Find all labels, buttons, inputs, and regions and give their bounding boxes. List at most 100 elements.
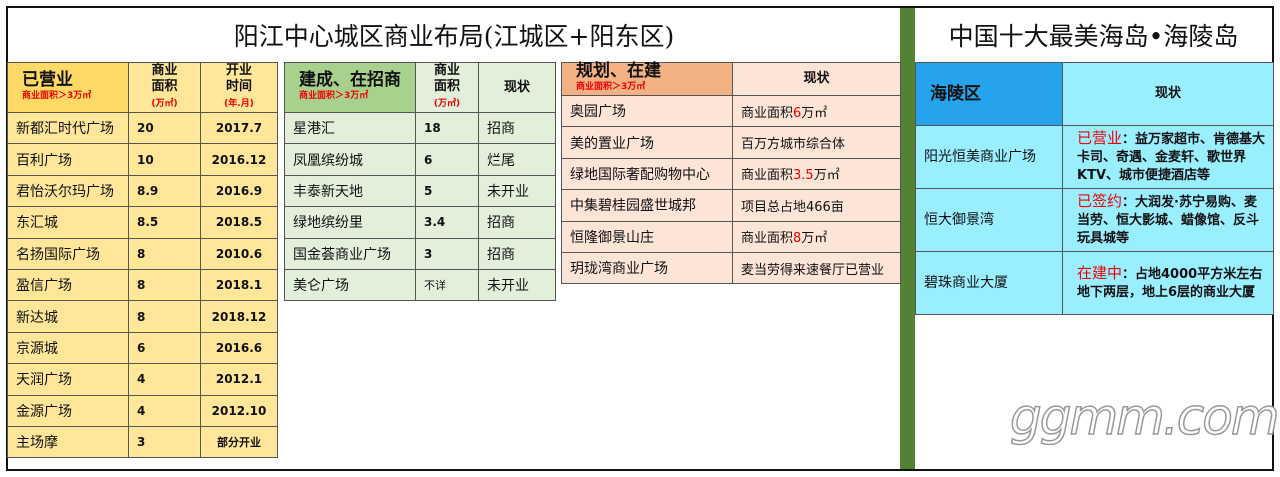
table-cell: 烂尾 [478, 143, 556, 176]
recruiting-table: 建成、在招商 商业面积＞3万㎡ 商业面积 (万㎡) 现状 星港汇 18 招商 凤凰缤纷城 6… [284, 62, 556, 302]
table-row: 国金荟商业广场 3 招商 [284, 237, 556, 270]
table-cell: 京源城 [7, 331, 129, 365]
operating-header: 已营业 商业面积＞3万㎡ [7, 62, 129, 113]
status-label: 在建中 [1077, 264, 1123, 282]
status-text: 商业面积 [741, 168, 794, 184]
table-row: 玥珑湾商业广场 麦当劳得来速餐厅已营业 [561, 251, 901, 285]
table-cell: 招商 [478, 237, 556, 270]
col-area: 商业面积 (万㎡) [128, 62, 201, 113]
table-row: 金源广场 4 2012.10 [7, 394, 278, 427]
hailing-header: 海陵区 [915, 62, 1063, 126]
status-text: ：大润发·苏宁易购、麦当劳、恒大影城、蜡像馆、反斗玩具城等 [1077, 195, 1260, 246]
table-cell: 不详 [415, 268, 479, 302]
divider-bar [900, 8, 915, 469]
table-cell: 阳光恒美商业广场 [915, 125, 1063, 189]
table-cell: 2016.12 [200, 143, 278, 176]
table-cell: 绿地缤纷里 [284, 206, 416, 239]
table-cell: 6 [128, 331, 201, 365]
status-text: ：益万家超市、肯德基大卡司、奇遇、金麦轩、歌世界KTV、城市便捷酒店等 [1077, 132, 1266, 183]
status-text: 百万方城市综合体 [741, 137, 846, 153]
table-row: 新都汇时代广场 20 2017.7 [7, 111, 278, 145]
table-cell: 美的置业广场 [561, 126, 733, 159]
status-cell: 麦当劳得来速餐厅已营业 [732, 251, 901, 285]
col-status: 现状 [732, 62, 901, 96]
table-cell: 中集碧桂园盛世城邦 [561, 189, 733, 222]
status-cell: 商业面积6万㎡ [732, 94, 901, 128]
table-cell: 未开业 [478, 268, 556, 302]
table-cell: 君怡沃尔玛广场 [7, 174, 129, 208]
table-cell: 主场摩 [7, 425, 129, 459]
table-cell: 天润广场 [7, 363, 129, 396]
table-cell: 百利广场 [7, 143, 129, 176]
table-cell: 8 [128, 300, 201, 333]
table-cell: 未开业 [478, 174, 556, 208]
table-cell: 10 [128, 143, 201, 176]
table-cell: 4 [128, 394, 201, 427]
col-area: 商业面积 (万㎡) [415, 62, 479, 113]
table-row: 主场摩 3 部分开业 [7, 425, 278, 459]
table-row: 君怡沃尔玛广场 8.9 2016.9 [7, 174, 278, 208]
table-cell: 20 [128, 111, 201, 145]
status-text: 8 [793, 231, 802, 247]
table-row: 百利广场 10 2016.12 [7, 143, 278, 176]
left-title: 阳江中心城区商业布局(江城区+阳东区) [233, 21, 675, 51]
table-cell: 奥园广场 [561, 94, 733, 128]
operating-table: 已营业 商业面积＞3万㎡ 商业面积 (万㎡) 开业时间 (年.月) 新都汇时代广场 20… [7, 62, 278, 459]
status-text: 万㎡ [801, 105, 828, 121]
status-cell: 在建中：占地4000平方米左右地下两层，地上6层的商业大厦 [1062, 251, 1274, 315]
status-text: 项目总占地466亩 [741, 199, 844, 215]
table-cell: 2017.7 [200, 111, 278, 145]
table-cell: 18 [415, 111, 479, 145]
table-row: 东汇城 8.5 2018.5 [7, 206, 278, 239]
table-cell: 玥珑湾商业广场 [561, 251, 733, 285]
status-cell: 商业面积3.5万㎡ [732, 157, 901, 191]
table-cell: 招商 [478, 111, 556, 145]
col-status: 现状 [1062, 62, 1274, 126]
right-title: 中国十大最美海岛•海陵岛 [948, 21, 1239, 51]
status-text: 万㎡ [813, 168, 840, 184]
table-cell: 恒隆御景山庄 [561, 220, 733, 253]
table-cell: 3 [128, 425, 201, 459]
status-cell: 已营业：益万家超市、肯德基大卡司、奇遇、金麦轩、歌世界KTV、城市便捷酒店等 [1062, 125, 1274, 189]
planned-header: 规划、在建 商业面积＞3万㎡ [561, 62, 733, 96]
table-row: 盈信广场 8 2018.1 [7, 268, 278, 302]
status-text: ：占地4000平方米左右地下两层，地上6层的商业大厦 [1077, 267, 1263, 300]
planned-table: 规划、在建 商业面积＞3万㎡ 现状 奥园广场 商业面积6万㎡ 美的置业广场 百万方城市综… [561, 62, 901, 285]
table-cell: 丰泰新天地 [284, 174, 416, 208]
col-status: 现状 [478, 62, 556, 113]
table-cell: 绿地国际奢配购物中心 [561, 157, 733, 191]
table-cell: 2012.10 [200, 394, 278, 427]
table-cell: 8.5 [128, 206, 201, 239]
status-cell: 百万方城市综合体 [732, 126, 901, 159]
status-label: 已签约 [1077, 192, 1123, 210]
table-cell: 3 [415, 237, 479, 270]
table-cell: 碧珠商业大厦 [915, 251, 1063, 315]
status-cell: 已签约：大润发·苏宁易购、麦当劳、恒大影城、蜡像馆、反斗玩具城等 [1062, 188, 1274, 252]
table-cell: 星港汇 [284, 111, 416, 145]
table-cell: 2016.6 [200, 331, 278, 365]
table-cell: 新达城 [7, 300, 129, 333]
status-cell: 项目总占地466亩 [732, 189, 901, 222]
table-row: 星港汇 18 招商 [284, 111, 556, 145]
table-row: 碧珠商业大厦 在建中：占地4000平方米左右地下两层，地上6层的商业大厦 [915, 251, 1274, 315]
table-row: 奥园广场 商业面积6万㎡ [561, 94, 901, 128]
table-cell: 盈信广场 [7, 268, 129, 302]
table-cell: 新都汇时代广场 [7, 111, 129, 145]
table-row: 美的置业广场 百万方城市综合体 [561, 126, 901, 159]
table-cell: 2010.6 [200, 237, 278, 270]
table-row: 阳光恒美商业广场 已营业：益万家超市、肯德基大卡司、奇遇、金麦轩、歌世界KTV、城… [915, 125, 1274, 189]
table-row: 绿地国际奢配购物中心 商业面积3.5万㎡ [561, 157, 901, 191]
table-cell: 东汇城 [7, 206, 129, 239]
table-cell: 部分开业 [200, 425, 278, 459]
table-cell: 名扬国际广场 [7, 237, 129, 270]
table-row: 凤凰缤纷城 6 烂尾 [284, 143, 556, 176]
table-row: 丰泰新天地 5 未开业 [284, 174, 556, 208]
table-cell: 招商 [478, 206, 556, 239]
table-row: 绿地缤纷里 3.4 招商 [284, 206, 556, 239]
table-cell: 恒大御景湾 [915, 188, 1063, 252]
status-text: 6 [793, 105, 802, 121]
table-cell: 2018.1 [200, 268, 278, 302]
table-cell: 凤凰缤纷城 [284, 143, 416, 176]
table-cell: 国金荟商业广场 [284, 237, 416, 270]
table-cell: 2018.12 [200, 300, 278, 333]
